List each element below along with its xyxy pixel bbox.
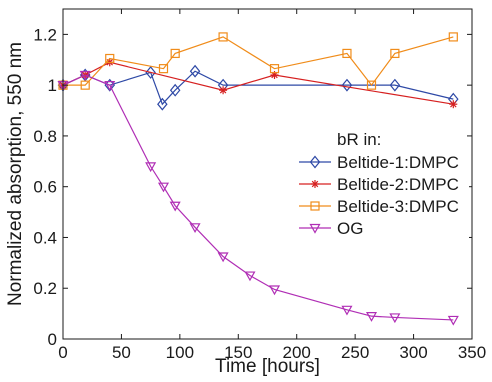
x-tick-label: 0 [58,343,67,362]
data-point [365,312,378,322]
y-tick-label: 0 [48,330,57,349]
legend-marker [309,155,321,169]
x-tick-label: 100 [166,343,194,362]
data-point [268,285,281,296]
plot-frame [62,8,473,340]
series-og [57,70,459,326]
y-tick-label: 0.8 [33,127,57,146]
y-tick-label: 1 [48,76,57,95]
legend-marker [311,180,319,188]
y-tick-label: 0.2 [33,279,57,298]
data-point [389,313,401,324]
x-tick-label: 150 [224,343,252,362]
legend-marker [310,201,320,211]
data-point [169,83,181,97]
x-tick-label: 250 [341,343,369,362]
data-point [448,32,458,42]
x-tick-label: 350 [458,343,486,362]
legend-title: bR in: [337,130,381,149]
data-point [269,64,280,74]
series-line [63,36,454,87]
data-point [145,66,156,79]
x-axis-label: Time [hours] [215,356,320,377]
y-axis-label: Normalized absorption, 550 nm [5,42,26,306]
data-point [341,305,353,316]
data-point [390,48,400,59]
axes: 0 50 100 150 200 250 300 350 0 0.2 0.4 0.6 0.8 1 1.2 [33,8,486,362]
y-tick-label: 0.4 [33,228,57,247]
legend-marker [309,223,321,234]
legend-entry: OG [299,219,363,238]
x-tick-label: 300 [399,343,427,362]
legend-box [297,141,469,252]
data-point [389,78,401,92]
data-point [157,182,170,193]
data-point [447,315,459,326]
data-point [217,252,229,263]
data-point [366,80,377,90]
x-tick-label: 200 [283,343,311,362]
data-point [170,48,180,59]
legend-entry: Beltide-3:DMPC [299,197,459,216]
y-tick-label: 1.2 [33,25,57,44]
legend: bR in: Beltide-1:DMPC Beltide-2:DMPC Belti… [297,130,469,252]
legend-label: Beltide-1:DMPC [337,153,459,172]
data-point [157,97,168,111]
data-point [189,64,201,78]
data-point [80,80,90,90]
y-tick-label: 0.6 [33,178,57,197]
data-point [79,70,91,81]
data-point [341,78,353,92]
data-point [342,48,352,59]
data-point [169,201,181,212]
data-point [219,86,228,95]
legend-label: Beltide-2:DMPC [337,175,459,194]
series-line [62,61,454,105]
legend-label: OG [337,219,363,238]
legend-entry: Beltide-2:DMPC [299,175,459,194]
legend-label: Beltide-3:DMPC [337,197,459,216]
data-point [145,162,157,173]
series-line [62,74,454,321]
x-tick-label: 50 [112,343,131,362]
data-point [105,53,115,64]
data-point [189,223,201,234]
data-point [218,32,228,42]
data-point [158,64,169,74]
data-point [244,271,256,282]
data-point [449,100,458,109]
data-point [104,81,116,91]
legend-entry: Beltide-1:DMPC [299,153,459,172]
series-line [62,70,454,106]
series-beltide-3-dmpc [58,32,458,90]
